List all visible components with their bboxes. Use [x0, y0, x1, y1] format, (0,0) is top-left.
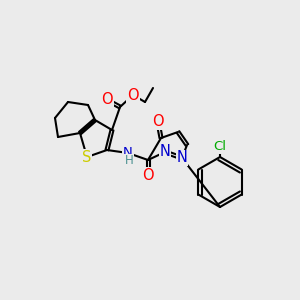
- Text: N: N: [177, 151, 188, 166]
- Text: N: N: [160, 145, 170, 160]
- Text: S: S: [82, 149, 92, 164]
- Text: O: O: [127, 88, 139, 103]
- Text: O: O: [152, 115, 164, 130]
- Text: O: O: [101, 92, 113, 107]
- Text: H: H: [124, 154, 134, 167]
- Text: N: N: [123, 146, 133, 160]
- Text: O: O: [142, 167, 154, 182]
- Text: Cl: Cl: [214, 140, 226, 154]
